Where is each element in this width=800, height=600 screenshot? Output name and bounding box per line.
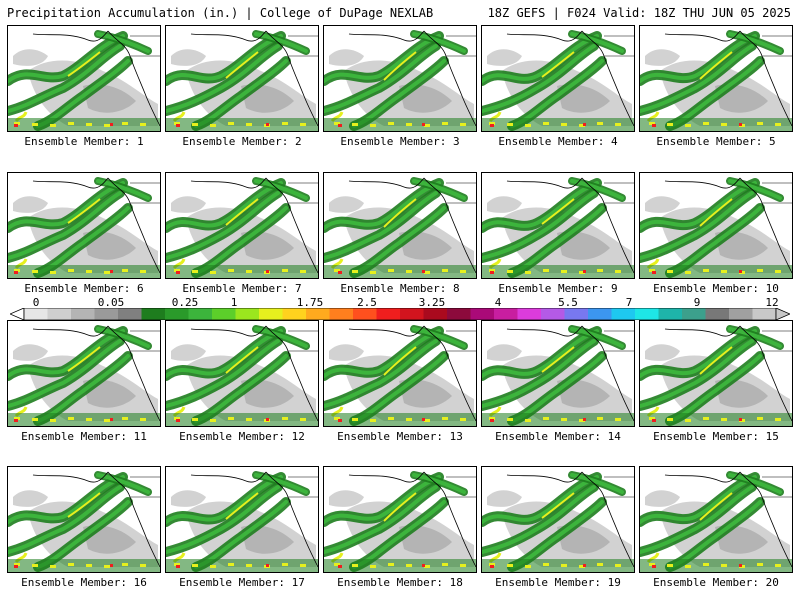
colorbar-swatch — [212, 308, 236, 320]
colorbar-tick-label: 12 — [765, 296, 779, 309]
member-label: Ensemble Member: 2 — [182, 135, 302, 148]
member-map — [639, 25, 793, 132]
member-map — [323, 172, 477, 279]
member-label: Ensemble Member: 20 — [653, 576, 779, 589]
colorbar-tick-label: 5.5 — [558, 296, 578, 309]
member-map — [165, 25, 319, 132]
member-label: Ensemble Member: 3 — [340, 135, 460, 148]
colorbar-swatch — [517, 308, 542, 320]
member-label: Ensemble Member: 18 — [337, 576, 463, 589]
colorbar-swatch — [658, 308, 683, 320]
colorbar-right-arrow — [775, 308, 790, 320]
colorbar-scale — [10, 308, 790, 320]
colorbar-swatch — [353, 308, 377, 320]
member-label: Ensemble Member: 16 — [21, 576, 147, 589]
colorbar-swatch — [423, 308, 448, 320]
colorbar-tick-label: 0.25 — [171, 296, 199, 309]
colorbar-swatch — [541, 308, 565, 320]
member-map — [165, 172, 319, 279]
member-label: Ensemble Member: 7 — [182, 282, 302, 295]
colorbar-swatch — [494, 308, 518, 320]
member-map — [639, 172, 793, 279]
chart-title: Precipitation Accumulation (in.) | Colle… — [7, 6, 434, 20]
colorbar-swatch — [306, 308, 330, 320]
member-map — [639, 466, 793, 573]
member-map — [323, 466, 477, 573]
member-label: Ensemble Member: 13 — [337, 430, 463, 443]
run-info: 18Z GEFS | F024 Valid: 18Z THU JUN 05 20… — [487, 6, 791, 20]
colorbar-swatch — [282, 308, 307, 320]
colorbar-swatch — [329, 308, 354, 320]
colorbar-tick-label: 1.75 — [296, 296, 324, 309]
member-map — [323, 320, 477, 427]
colorbar-labels: 0 0.05 0.25 1 1.75 2.5 3.25 4 5.5 7 9 12 — [10, 296, 790, 309]
colorbar-swatch — [235, 308, 260, 320]
colorbar-swatch — [376, 308, 401, 320]
member-label: Ensemble Member: 6 — [24, 282, 144, 295]
colorbar-swatch — [611, 308, 636, 320]
member-label: Ensemble Member: 14 — [495, 430, 621, 443]
member-map — [165, 466, 319, 573]
colorbar-swatch — [588, 308, 612, 320]
member-map — [7, 320, 161, 427]
member-map — [481, 172, 635, 279]
colorbar-tick-label: 1 — [230, 296, 238, 309]
member-label: Ensemble Member: 9 — [498, 282, 618, 295]
colorbar-swatch — [165, 308, 189, 320]
colorbar-swatch — [47, 308, 72, 320]
member-label: Ensemble Member: 4 — [498, 135, 618, 148]
colorbar-swatch — [188, 308, 213, 320]
colorbar-tick-label: 0.05 — [97, 296, 125, 309]
member-map — [7, 25, 161, 132]
colorbar-swatch — [259, 308, 283, 320]
member-label: Ensemble Member: 15 — [653, 430, 779, 443]
colorbar-swatch — [24, 308, 48, 320]
member-map — [481, 466, 635, 573]
member-map — [7, 466, 161, 573]
colorbar-tick-label: 4 — [494, 296, 502, 309]
colorbar-left-arrow — [10, 308, 25, 320]
member-map — [481, 25, 635, 132]
colorbar-swatch — [682, 308, 706, 320]
member-label: Ensemble Member: 5 — [656, 135, 776, 148]
member-label: Ensemble Member: 10 — [653, 282, 779, 295]
colorbar-tick-label: 0 — [32, 296, 40, 309]
colorbar-swatch — [400, 308, 424, 320]
member-map — [481, 320, 635, 427]
colorbar: 0 0.05 0.25 1 1.75 2.5 3.25 4 5.5 7 9 12 — [10, 296, 790, 320]
colorbar-swatch — [752, 308, 777, 320]
member-label: Ensemble Member: 1 — [24, 135, 144, 148]
colorbar-swatch — [470, 308, 495, 320]
member-label: Ensemble Member: 19 — [495, 576, 621, 589]
member-label: Ensemble Member: 12 — [179, 430, 305, 443]
colorbar-swatch — [141, 308, 166, 320]
colorbar-tick-label: 7 — [625, 296, 633, 309]
colorbar-swatch — [71, 308, 95, 320]
colorbar-tick-label: 9 — [693, 296, 701, 309]
colorbar-swatch — [729, 308, 753, 320]
colorbar-tick-label: 3.25 — [418, 296, 446, 309]
colorbar-swatch — [94, 308, 119, 320]
colorbar-swatch — [635, 308, 659, 320]
member-label: Ensemble Member: 11 — [21, 430, 147, 443]
member-map — [639, 320, 793, 427]
member-map — [165, 320, 319, 427]
member-label: Ensemble Member: 17 — [179, 576, 305, 589]
member-map — [323, 25, 477, 132]
member-map — [7, 172, 161, 279]
member-label: Ensemble Member: 8 — [340, 282, 460, 295]
colorbar-swatch — [118, 308, 142, 320]
colorbar-swatch — [705, 308, 730, 320]
colorbar-swatch — [447, 308, 471, 320]
colorbar-swatch — [564, 308, 589, 320]
colorbar-tick-label: 2.5 — [357, 296, 377, 309]
